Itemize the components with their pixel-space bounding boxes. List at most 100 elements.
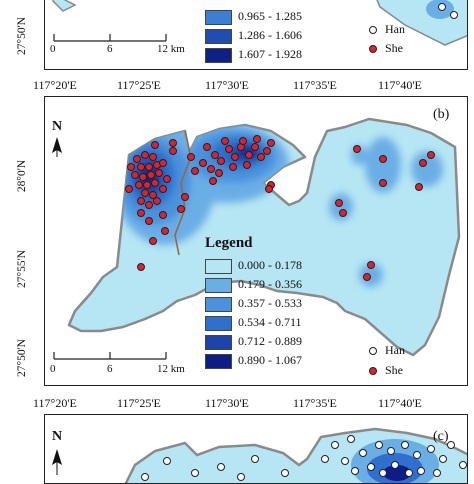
han-point: [375, 441, 383, 449]
lon-label: 117°25'E: [117, 78, 161, 92]
legend-she-marker: [369, 45, 377, 53]
she-point: [137, 263, 145, 271]
she-point: [161, 227, 169, 235]
she-point: [143, 181, 151, 189]
han-point: [281, 469, 289, 477]
han-point: [141, 473, 149, 481]
lat-label: 27°55'N: [16, 250, 28, 288]
lat-label: 27°50'N: [16, 339, 28, 377]
she-point: [159, 159, 167, 167]
she-point: [127, 163, 135, 171]
she-point: [379, 155, 387, 163]
she-point: [221, 137, 229, 145]
she-point: [239, 137, 247, 145]
panel-b-frame: N (b) Legend 0.000 - 0.178 0.179 - 0.356…: [44, 96, 468, 386]
legend-swatch: [205, 48, 232, 63]
han-point: [341, 457, 349, 465]
han-point: [331, 441, 339, 449]
han-point: [237, 473, 245, 481]
she-point: [141, 189, 149, 197]
she-point: [149, 237, 157, 245]
she-point: [427, 151, 435, 159]
han-point: [401, 441, 409, 449]
scale-label: 6: [107, 363, 113, 375]
she-point: [163, 175, 171, 183]
legend-swatch: [205, 335, 232, 350]
she-point: [379, 179, 387, 187]
she-point: [131, 171, 139, 179]
she-point: [145, 201, 153, 209]
she-point: [215, 169, 223, 177]
legend-range: 0.000 - 0.178: [238, 258, 302, 272]
she-point: [137, 209, 145, 217]
legend-row: 0.712 - 0.889: [205, 333, 345, 352]
legend-row: 1.286 - 1.606: [205, 27, 345, 46]
she-point: [147, 171, 155, 179]
han-point: [439, 455, 447, 463]
legend-range: 0.712 - 0.889: [238, 334, 302, 348]
she-point: [141, 151, 149, 159]
lat-label: 28°0'N: [16, 159, 28, 193]
han-point: [391, 461, 399, 469]
north-label: N: [52, 429, 63, 444]
legend-range: 0.965 - 1.285: [238, 9, 302, 23]
she-point: [209, 177, 217, 185]
panel-c-frame: N (c): [44, 414, 468, 484]
she-point: [145, 217, 153, 225]
panel-b-lon-labels: 117°20'E 117°25'E 117°30'E 117°35'E 117°…: [0, 78, 474, 94]
north-label: N: [52, 119, 63, 134]
lon-label: 117°30'E: [205, 78, 249, 92]
han-point: [163, 457, 171, 465]
she-point: [231, 153, 239, 161]
she-point: [207, 165, 215, 173]
legend-row: 0.179 - 0.356: [205, 276, 345, 295]
she-point: [151, 179, 159, 187]
scale-label: 0: [50, 363, 56, 375]
she-point: [177, 205, 185, 213]
legend-she-label: She: [385, 363, 403, 377]
lat-label: 27°50'N: [16, 17, 28, 55]
scale-label: 0: [50, 43, 56, 55]
lon-label: 117°40'E: [378, 78, 422, 92]
legend-han-label: Han: [385, 22, 405, 36]
legend-han-label: Han: [385, 343, 405, 357]
lon-label: 117°35'E: [293, 396, 337, 410]
she-point: [187, 153, 195, 161]
han-point: [427, 445, 435, 453]
legend-swatch: [205, 278, 232, 293]
legend-range: 0.357 - 0.533: [238, 296, 302, 310]
legend-row: 0.357 - 0.533: [205, 295, 345, 314]
lon-label: 117°25'E: [117, 396, 161, 410]
she-point: [137, 163, 145, 171]
she-point: [363, 273, 371, 281]
panel-a-region-edge: [52, 0, 77, 12]
she-point: [159, 185, 167, 193]
she-point: [265, 185, 273, 193]
she-point: [155, 169, 163, 177]
han-point: [217, 463, 225, 471]
scale-label: 6: [107, 43, 113, 55]
she-point: [211, 151, 219, 159]
legend-range: 1.286 - 1.606: [238, 28, 302, 42]
she-point: [133, 155, 141, 163]
legend-row: 0.534 - 0.711: [205, 314, 345, 333]
she-point: [245, 151, 253, 159]
she-point: [199, 159, 207, 167]
panel-a-scalebar: [53, 34, 167, 42]
legend-she-marker: [369, 367, 377, 375]
she-point: [125, 185, 133, 193]
panel-b-scalebar: [53, 352, 167, 360]
han-point: [450, 11, 458, 19]
panel-tag: (b): [433, 107, 450, 122]
legend-row: 1.607 - 1.928: [205, 46, 345, 65]
she-point: [367, 261, 375, 269]
legend-swatch: [205, 354, 232, 369]
she-point: [135, 181, 143, 189]
she-point: [139, 173, 147, 181]
north-arrow-icon: [52, 449, 62, 475]
legend-swatch: [205, 10, 232, 25]
han-point: [191, 469, 199, 477]
lon-label: 117°20'E: [33, 78, 77, 92]
legend-han-marker: [369, 26, 377, 34]
panel-tag: (c): [433, 429, 449, 444]
